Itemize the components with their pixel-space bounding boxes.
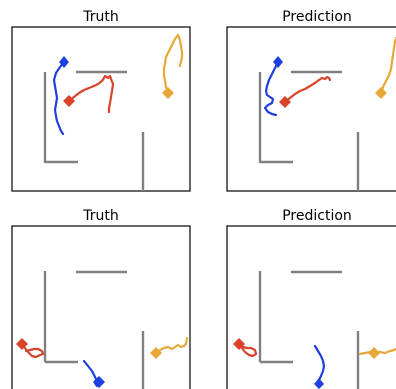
orange-start-marker [368,347,380,359]
panel-prediction-top: Prediction [227,9,396,191]
red-trajectory [69,76,113,112]
arena-frame [12,27,190,191]
panel-title: Truth [82,9,119,25]
blue-trajectory [265,62,278,115]
blue-start-marker [314,378,324,389]
arena-frame [227,226,396,389]
panel-title: Truth [82,208,119,224]
panel-title: Prediction [282,208,352,224]
arena-frame [12,226,190,389]
orange-trajectory [381,38,396,93]
panel-title: Prediction [282,9,352,25]
blue-trajectory [54,62,64,134]
orange-trajectory [156,338,187,353]
blue-start-marker [273,56,283,68]
blue-trajectory [315,346,324,380]
panel-truth-top: Truth [12,9,190,191]
arena-frame [227,27,396,191]
orange-start-marker [375,87,387,99]
panel-truth-bottom: Truth [12,208,190,389]
orange-start-marker [162,87,174,99]
red-trajectory [285,77,330,102]
orange-trajectory [164,35,182,93]
panel-prediction-bottom: Prediction [227,208,396,389]
